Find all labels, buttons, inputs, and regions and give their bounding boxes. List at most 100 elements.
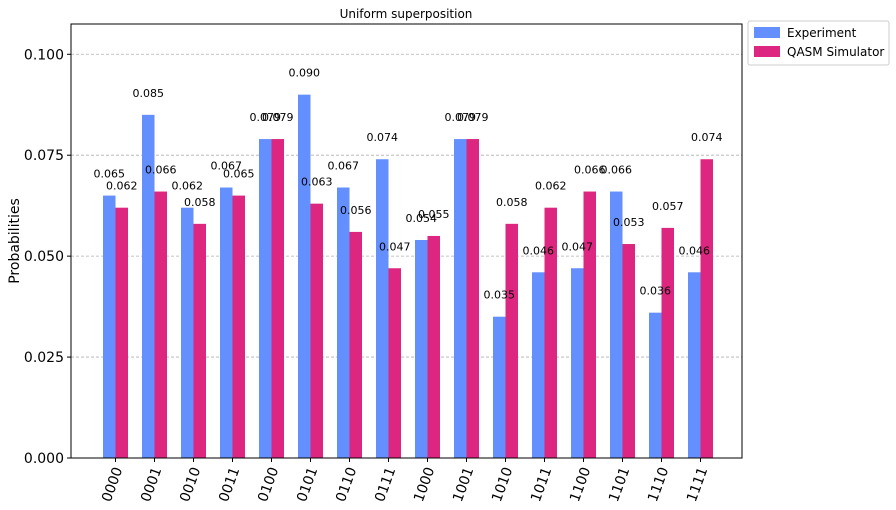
- y-tick-label: 0.025: [24, 350, 64, 366]
- data-label-qasm-simulator: 0.055: [418, 208, 450, 221]
- bar-experiment: [454, 139, 467, 458]
- legend-swatch-experiment: [754, 27, 780, 38]
- bar-experiment: [142, 114, 155, 458]
- data-label-experiment: 0.079: [250, 111, 282, 124]
- x-tick-label: 1100: [567, 465, 594, 504]
- x-tick-label: 1011: [528, 465, 555, 504]
- x-tick-label: 1010: [489, 465, 516, 504]
- y-axis-label: Probabilities: [7, 198, 23, 284]
- bar-qasm-simulator: [583, 191, 596, 458]
- data-label-qasm-simulator: 0.063: [301, 176, 333, 189]
- data-label-qasm-simulator: 0.062: [535, 180, 567, 193]
- data-label-experiment: 0.046: [679, 244, 711, 257]
- data-label-qasm-simulator: 0.058: [496, 196, 528, 209]
- bar-qasm-simulator: [505, 223, 518, 458]
- bar-qasm-simulator: [349, 231, 362, 458]
- chart-title: Uniform superposition: [340, 7, 473, 21]
- bar-experiment: [688, 272, 701, 458]
- bar-experiment: [103, 195, 116, 458]
- bar-qasm-simulator: [310, 203, 323, 458]
- x-tick-label: 1001: [450, 465, 477, 504]
- data-label-qasm-simulator: 0.066: [574, 164, 606, 177]
- x-tick-label: 1000: [411, 465, 438, 504]
- data-label-experiment: 0.074: [367, 131, 399, 144]
- data-label-experiment: 0.046: [523, 244, 555, 257]
- data-label-experiment: 0.067: [211, 160, 243, 173]
- legend: Experiment QASM Simulator: [747, 20, 890, 66]
- x-tick-label: 0001: [138, 465, 165, 504]
- x-tick-label: 0000: [99, 465, 126, 504]
- gridlines: [71, 53, 742, 358]
- bar-qasm-simulator: [544, 207, 557, 458]
- legend-frame: [747, 20, 890, 66]
- bar-experiment: [493, 316, 506, 458]
- plot-frame: [70, 23, 743, 459]
- data-label-qasm-simulator: 0.079: [262, 111, 294, 124]
- data-label-qasm-simulator: 0.058: [184, 196, 216, 209]
- data-label-experiment: 0.065: [94, 168, 126, 181]
- data-label-experiment: 0.067: [328, 160, 360, 173]
- data-label-experiment: 0.079: [445, 111, 477, 124]
- bar-experiment: [337, 187, 350, 459]
- bar-qasm-simulator: [271, 139, 284, 458]
- data-label-qasm-simulator: 0.065: [223, 168, 255, 181]
- data-label-experiment: 0.047: [562, 240, 594, 253]
- data-label-experiment: 0.054: [406, 212, 438, 225]
- bar-experiment: [298, 94, 311, 459]
- data-label-experiment: 0.066: [601, 164, 633, 177]
- bar-experiment: [532, 272, 545, 458]
- x-tick-label: 0100: [255, 465, 282, 504]
- legend-swatch-qasm-simulator: [754, 46, 780, 57]
- bar-experiment: [571, 268, 584, 458]
- data-labels: 0.0650.0620.0850.0660.0620.0580.0670.065…: [94, 67, 723, 302]
- bar-qasm-simulator: [193, 223, 206, 458]
- bar-qasm-simulator: [232, 195, 245, 458]
- y-tick-label: 0.100: [24, 47, 64, 63]
- x-tick-label: 0110: [333, 465, 360, 504]
- data-label-qasm-simulator: 0.074: [691, 131, 723, 144]
- bar-experiment: [415, 239, 428, 458]
- bar-experiment: [220, 187, 233, 459]
- bar-qasm-simulator: [427, 235, 440, 458]
- bar-qasm-simulator: [154, 191, 167, 458]
- bar-experiment: [610, 191, 623, 458]
- data-label-experiment: 0.085: [133, 87, 165, 100]
- bar-experiment: [376, 159, 389, 458]
- legend-label-experiment: Experiment: [787, 26, 857, 40]
- x-tick-label: 1111: [684, 465, 711, 504]
- bar-qasm-simulator: [700, 159, 713, 458]
- data-label-qasm-simulator: 0.047: [379, 240, 411, 253]
- bar-qasm-simulator: [622, 244, 635, 458]
- x-tick-label: 0111: [372, 465, 399, 504]
- legend-label-qasm-simulator: QASM Simulator: [787, 45, 884, 59]
- x-tick-label: 0010: [177, 465, 204, 504]
- y-tick-label: 0.075: [24, 148, 64, 164]
- y-tick-label: 0.050: [24, 249, 64, 265]
- data-label-experiment: 0.062: [172, 180, 204, 193]
- data-label-experiment: 0.035: [484, 289, 516, 302]
- data-label-qasm-simulator: 0.057: [652, 200, 684, 213]
- data-label-qasm-simulator: 0.062: [106, 180, 138, 193]
- data-label-qasm-simulator: 0.053: [613, 216, 645, 229]
- bar-experiment: [181, 207, 194, 458]
- data-label-experiment: 0.036: [640, 285, 672, 298]
- bar-qasm-simulator: [115, 207, 128, 458]
- bar-experiment: [259, 139, 272, 458]
- y-axis-ticks: 0.000 0.025 0.050 0.075 0.100: [24, 47, 71, 467]
- x-axis-ticks: 0000 0001 0010 0011 0100 0101 0110 0111 1000 1001…: [99, 458, 711, 504]
- data-label-qasm-simulator: 0.056: [340, 204, 372, 217]
- x-tick-label: 1110: [645, 465, 672, 504]
- x-tick-label: 0011: [216, 465, 243, 504]
- bar-experiment: [649, 312, 662, 458]
- bar-qasm-simulator: [661, 227, 674, 458]
- bar-qasm-simulator: [388, 268, 401, 458]
- x-tick-label: 0101: [294, 465, 321, 504]
- data-label-qasm-simulator: 0.066: [145, 164, 177, 177]
- data-label-qasm-simulator: 0.079: [457, 111, 489, 124]
- bar-qasm-simulator: [466, 139, 479, 458]
- x-tick-label: 1101: [606, 465, 633, 504]
- data-label-experiment: 0.090: [289, 67, 321, 80]
- bars: [103, 94, 713, 459]
- y-tick-label: 0.000: [24, 451, 64, 467]
